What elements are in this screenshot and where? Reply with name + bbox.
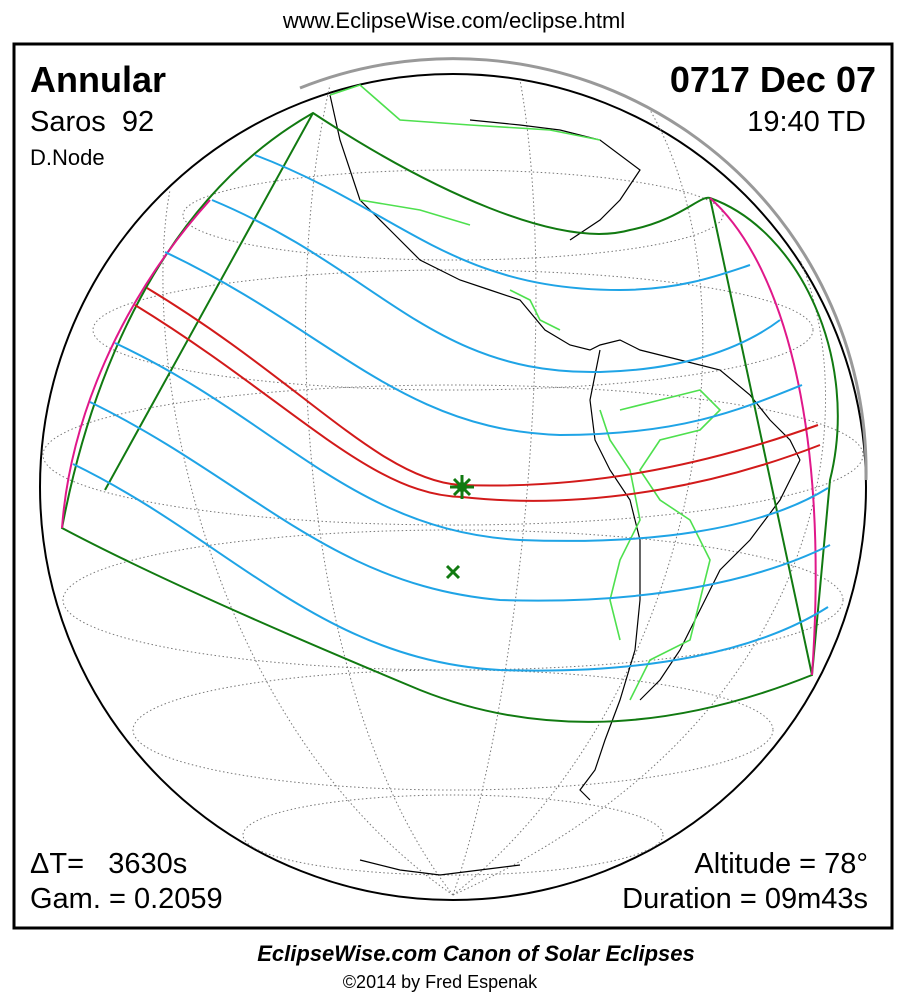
url: www.EclipseWise.com/eclipse.html (282, 8, 625, 33)
altitude: Altitude = 78° (694, 848, 868, 880)
date: 0717 Dec 07 (670, 59, 876, 100)
gamma: Gam. = 0.2059 (30, 883, 223, 915)
eclipse-type: Annular (30, 59, 166, 100)
eclipse-paths (60, 111, 839, 723)
delta-t: ΔT= 3630s (30, 848, 187, 880)
node: D.Node (30, 145, 105, 170)
time: 19:40 TD (747, 106, 866, 138)
credit: ©2014 by Fred Espenak (343, 972, 538, 992)
duration: Duration = 09m43s (622, 883, 868, 915)
footer-title: EclipseWise.com Canon of Solar Eclipses (257, 941, 695, 966)
saros: Saros 92 (30, 106, 154, 138)
borders (329, 84, 722, 701)
